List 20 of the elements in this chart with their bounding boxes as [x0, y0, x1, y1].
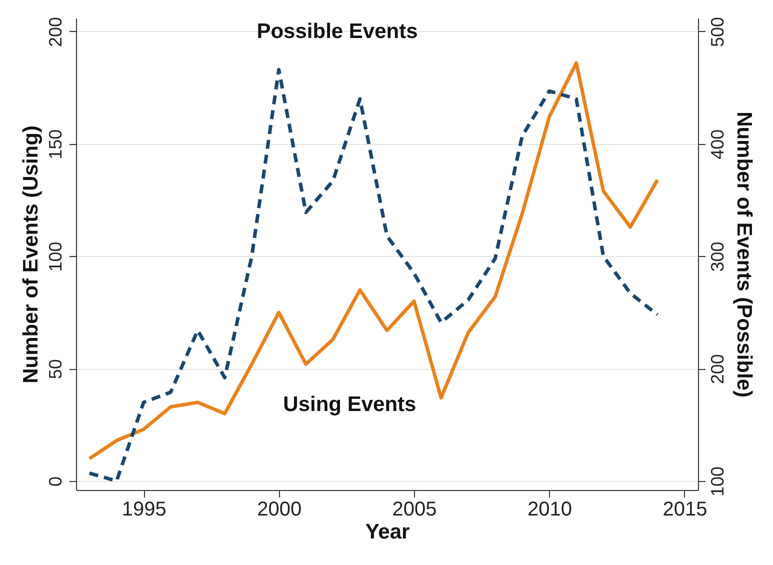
- y-tick-label: 150: [46, 129, 66, 160]
- y-tick-label: 0: [46, 476, 66, 487]
- y2-tick-label: 300: [708, 242, 728, 272]
- y2-tick-label: 200: [708, 354, 728, 384]
- series-label: Using Events: [283, 393, 416, 416]
- x-axis-title: Year: [365, 520, 410, 544]
- y2-axis-title: Number of Events (Possible): [732, 112, 756, 398]
- x-tick-label: 1995: [122, 498, 166, 520]
- y-tick-label: 50: [46, 359, 66, 380]
- x-tick-label: 2000: [257, 498, 302, 520]
- x-tick-label: 2015: [662, 498, 708, 520]
- y-tick-label: 200: [46, 16, 66, 48]
- x-tick-label: 2005: [392, 498, 437, 520]
- y2-tick-label: 500: [708, 16, 728, 48]
- series-label: Possible Events: [256, 20, 418, 44]
- x-tick-label: 2010: [528, 498, 572, 520]
- y2-tick-label: 400: [708, 129, 728, 160]
- y2-tick-label: 100: [708, 466, 728, 497]
- y-axis-title: Number of Events (Using): [20, 126, 42, 384]
- y-tick-label: 100: [46, 242, 66, 272]
